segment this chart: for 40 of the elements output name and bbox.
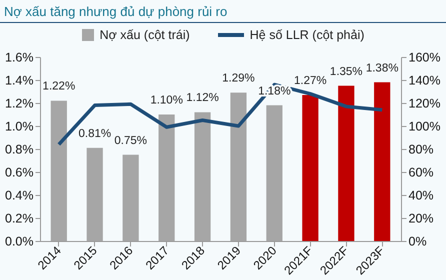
y-tick-label: 1.0%: [5, 120, 34, 134]
legend-label: Hệ số LLR (cột phải): [250, 28, 364, 42]
data-label: 1.38%: [366, 62, 398, 74]
bar: [50, 100, 67, 241]
y2-tick-label: 0%: [408, 234, 427, 248]
y-tick-label: 0.2%: [5, 212, 34, 226]
bar: [194, 112, 211, 241]
data-label: 1.27%: [294, 74, 327, 87]
y2-tick-label: 120%: [408, 96, 440, 110]
y2-tick-label: 100%: [408, 120, 440, 134]
bar: [374, 82, 390, 241]
bar: [122, 154, 139, 241]
data-label: 1.35%: [330, 66, 363, 78]
y-tick-label: 1.2%: [5, 96, 34, 110]
y-tick-label: 1.6%: [5, 50, 34, 64]
y-tick-label: 0.4%: [5, 188, 34, 202]
y2-tick-label: 60%: [408, 166, 434, 180]
data-label: 1.22%: [42, 80, 76, 93]
y-tick-label: 0.8%: [5, 142, 34, 156]
chart-title: Nợ xấu tăng nhưng đủ dự phòng rủi ro: [0, 0, 446, 23]
data-label: 1.12%: [186, 92, 219, 104]
bar: [86, 148, 103, 241]
bar: [230, 92, 247, 241]
y2-tick-label: 40%: [408, 188, 434, 202]
y2-tick-label: 140%: [408, 74, 440, 88]
data-label: 1.10%: [150, 94, 183, 106]
data-label: 1.29%: [222, 72, 255, 85]
bar: [158, 114, 175, 241]
y-tick-label: 0.0%: [5, 234, 34, 248]
bar: [338, 86, 354, 241]
legend-label: Nợ xấu (cột trái): [100, 28, 190, 42]
y2-tick-label: 80%: [408, 142, 434, 156]
bar: [266, 105, 282, 241]
y2-tick-label: 160%: [408, 50, 440, 64]
data-label: 0.75%: [114, 134, 148, 147]
y-tick-label: 1.4%: [5, 74, 34, 88]
bar: [302, 94, 318, 241]
y-tick-label: 0.6%: [5, 166, 34, 180]
y2-tick-label: 20%: [408, 212, 434, 226]
data-label: 0.81%: [78, 128, 112, 140]
